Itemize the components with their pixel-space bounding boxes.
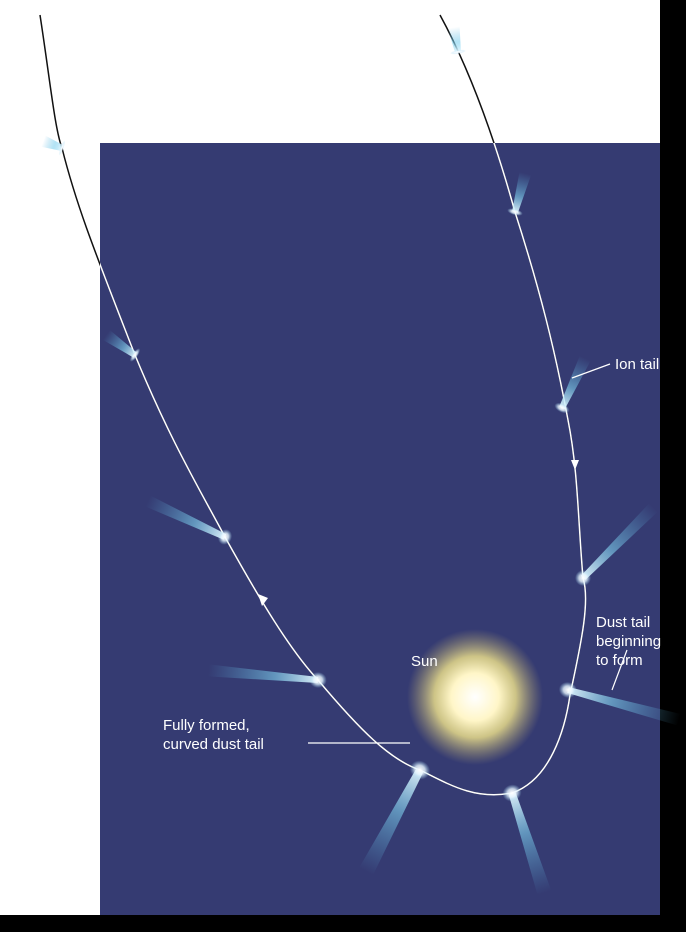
dust-tail-forming-label: to form: [596, 652, 643, 669]
dust-tail-formed-label: Fully formed,: [163, 717, 250, 734]
leader-line: [611, 649, 628, 691]
direction-arrow: [571, 460, 579, 470]
dust-tail-formed-label: curved dust tail: [163, 736, 264, 753]
sun-label: Sun: [411, 653, 438, 670]
space-panel: [100, 143, 660, 915]
sun: [407, 629, 543, 765]
orbit-path: [100, 143, 587, 796]
leader-line: [571, 363, 611, 379]
dust-tail-forming-label: beginning: [596, 633, 661, 650]
ion-tail-label: Ion tail: [615, 356, 659, 373]
dust-tail-forming-label: Dust tail: [596, 614, 650, 631]
direction-arrow: [258, 594, 268, 606]
